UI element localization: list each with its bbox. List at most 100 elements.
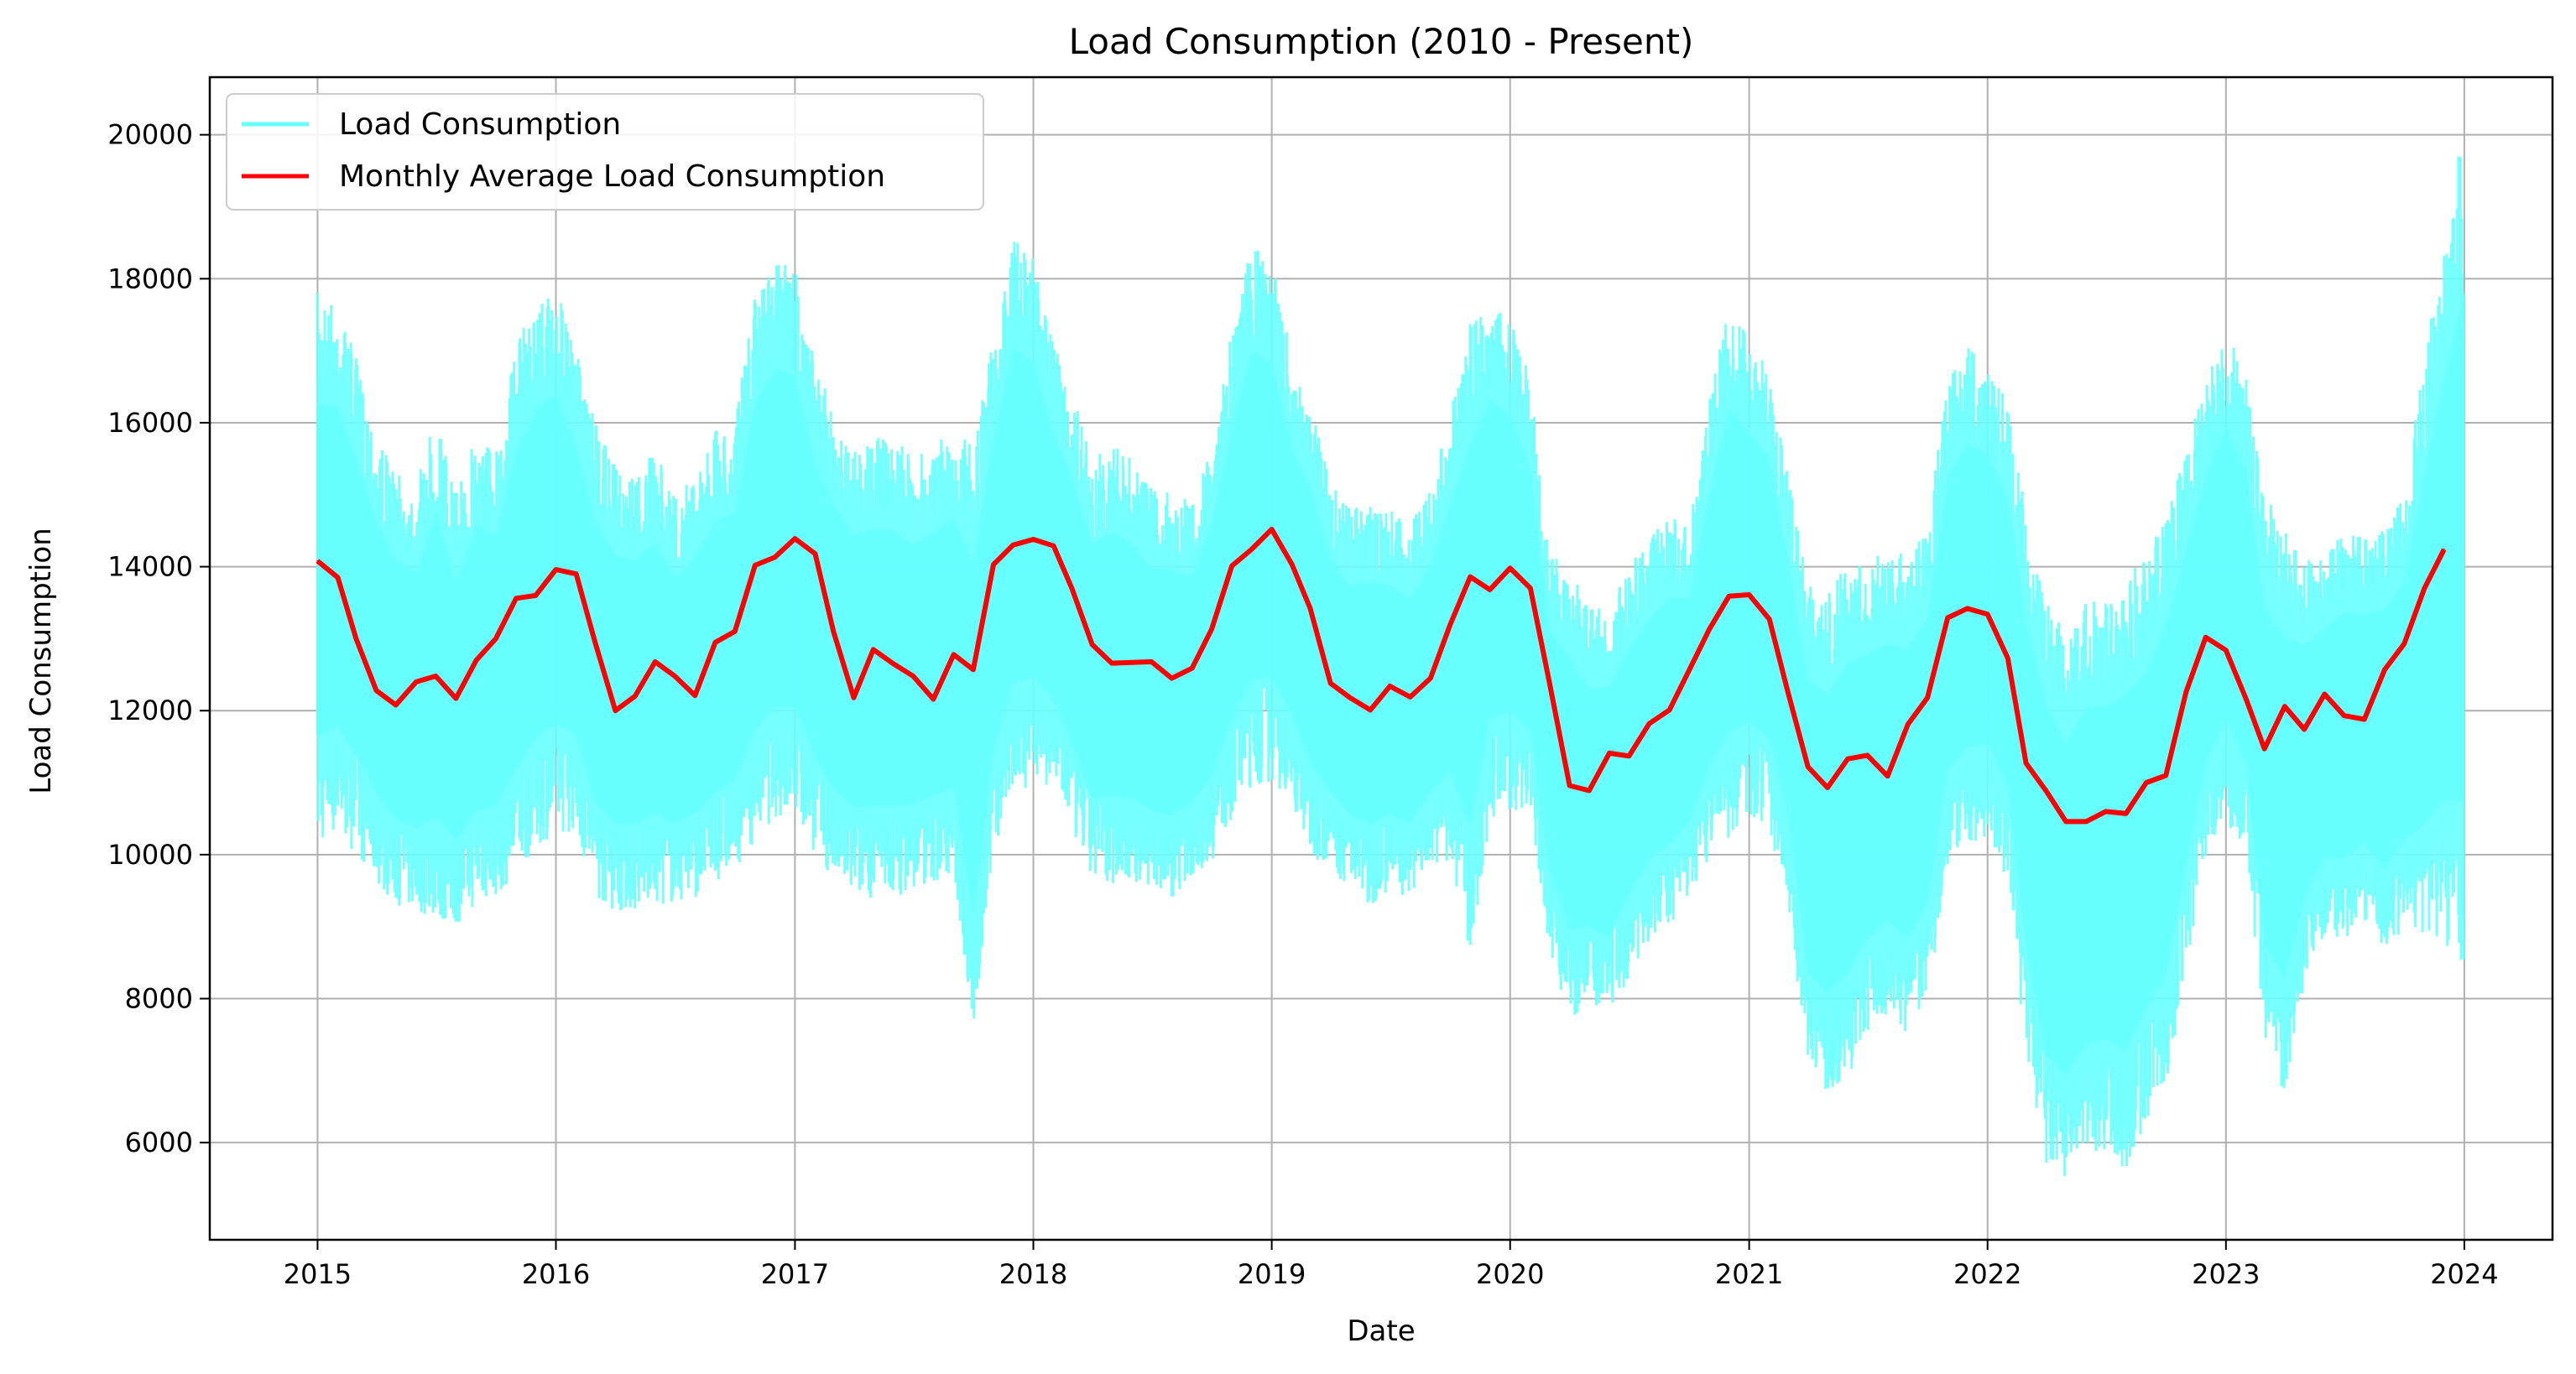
x-tick-label: 2020 (1476, 1258, 1544, 1290)
monthly-average-point (336, 576, 339, 579)
monthly-average-point (1389, 685, 1391, 687)
monthly-average-point (2065, 820, 2068, 823)
monthly-average-point (733, 630, 736, 632)
monthly-average-point (2165, 774, 2167, 777)
monthly-average-point (832, 630, 835, 632)
monthly-average-point (1052, 544, 1055, 547)
monthly-average-point (1748, 594, 1750, 596)
monthly-average-point (1032, 539, 1035, 540)
monthly-average-point (1807, 766, 1809, 768)
monthly-average-point (952, 653, 955, 656)
x-tick-label: 2021 (1715, 1258, 1783, 1290)
legend-label-load-consumption: Load Consumption (339, 107, 621, 142)
monthly-average-point (2224, 649, 2227, 652)
x-axis-ticks: 2015 2016 2017 2018 2019 2020 2021 2022 2023 2024 (284, 1240, 2499, 1290)
chart-title: Load Consumption (2010 - Present) (1069, 21, 1694, 62)
monthly-average-line (315, 527, 2447, 825)
monthly-average-point (674, 675, 676, 677)
monthly-average-point (2443, 549, 2445, 550)
monthly-average-point (1469, 575, 1472, 578)
monthly-average-point (455, 697, 457, 700)
monthly-average-point (794, 538, 796, 540)
monthly-average-point (932, 698, 935, 700)
plot-frame (208, 75, 2554, 1241)
monthly-average-point (1171, 677, 1173, 679)
monthly-average-point (575, 573, 577, 575)
monthly-average-point (1489, 589, 1491, 591)
monthly-average-point (1012, 544, 1014, 546)
y-tick-label: 6000 (125, 1127, 193, 1158)
monthly-average-point (1568, 784, 1571, 787)
monthly-average-point (1548, 680, 1551, 683)
monthly-average-point (1369, 709, 1372, 711)
y-tick-label: 16000 (107, 407, 193, 439)
monthly-average-point (814, 553, 816, 555)
y-tick-label: 18000 (107, 263, 193, 294)
monthly-average-point (1847, 757, 1849, 760)
monthly-average-point (355, 638, 357, 640)
monthly-average-point (714, 641, 717, 643)
monthly-average-point (912, 675, 915, 677)
monthly-average-point (1927, 696, 1929, 699)
monthly-average-point (1708, 628, 1711, 631)
monthly-average-point (1349, 696, 1351, 699)
monthly-average-point (394, 704, 397, 706)
monthly-average-point (1827, 787, 1828, 788)
monthly-average-point (2245, 698, 2247, 700)
y-tick-label: 12000 (107, 695, 193, 726)
monthly-average-point (534, 594, 537, 596)
monthly-average-point (1270, 528, 1273, 530)
monthly-average-point (2423, 587, 2426, 590)
monthly-average-point (555, 569, 557, 570)
monthly-average-point (1728, 595, 1730, 597)
monthly-average-point (1309, 607, 1311, 610)
x-tick-label: 2017 (761, 1258, 829, 1290)
monthly-average-point (853, 696, 855, 699)
monthly-average-point (2104, 810, 2107, 813)
x-tick-label: 2015 (284, 1258, 352, 1290)
monthly-average-point (2343, 715, 2345, 717)
monthly-average-point (1329, 682, 1332, 684)
monthly-average-point (1906, 723, 1909, 726)
monthly-average-point (2303, 728, 2306, 731)
monthly-average-point (1966, 607, 1969, 610)
monthly-average-point (1688, 669, 1690, 672)
monthly-average-point (1628, 755, 1630, 757)
legend-box (226, 93, 984, 211)
monthly-average-point (754, 564, 756, 566)
monthly-average-point (494, 638, 497, 640)
monthly-average-point (515, 597, 518, 600)
monthly-average-point (2006, 657, 2009, 659)
monthly-average-point (1529, 587, 1531, 590)
x-tick-label: 2018 (999, 1258, 1067, 1290)
y-tick-label: 8000 (125, 983, 193, 1015)
series-monthly-average (315, 527, 2447, 825)
monthly-average-point (1409, 695, 1411, 698)
monthly-average-point (415, 680, 417, 683)
x-tick-label: 2023 (2192, 1258, 2260, 1290)
monthly-average-point (2204, 636, 2207, 638)
y-tick-label: 20000 (107, 119, 193, 151)
monthly-average-point (694, 695, 696, 697)
monthly-average-point (614, 710, 617, 712)
monthly-average-point (594, 641, 597, 643)
x-tick-label: 2022 (1953, 1258, 2021, 1290)
monthly-average-point (1986, 613, 1989, 616)
monthly-average-point (993, 564, 994, 565)
x-tick-label: 2016 (522, 1258, 590, 1290)
monthly-average-point (1648, 722, 1650, 725)
monthly-average-point (2363, 718, 2365, 721)
monthly-average-point (1231, 565, 1233, 567)
monthly-average-point (1786, 690, 1789, 692)
monthly-average-point (2025, 762, 2027, 764)
monthly-average-point (872, 648, 874, 651)
monthly-average-point (1150, 660, 1153, 663)
x-axis-label: Date (1347, 1314, 1415, 1348)
monthly-average-point (1866, 754, 1869, 757)
monthly-average-point (1131, 661, 1134, 664)
monthly-average-point (1110, 662, 1113, 664)
monthly-average-point (2263, 747, 2266, 750)
x-tick-label: 2019 (1238, 1258, 1306, 1290)
y-tick-label: 10000 (107, 839, 193, 871)
